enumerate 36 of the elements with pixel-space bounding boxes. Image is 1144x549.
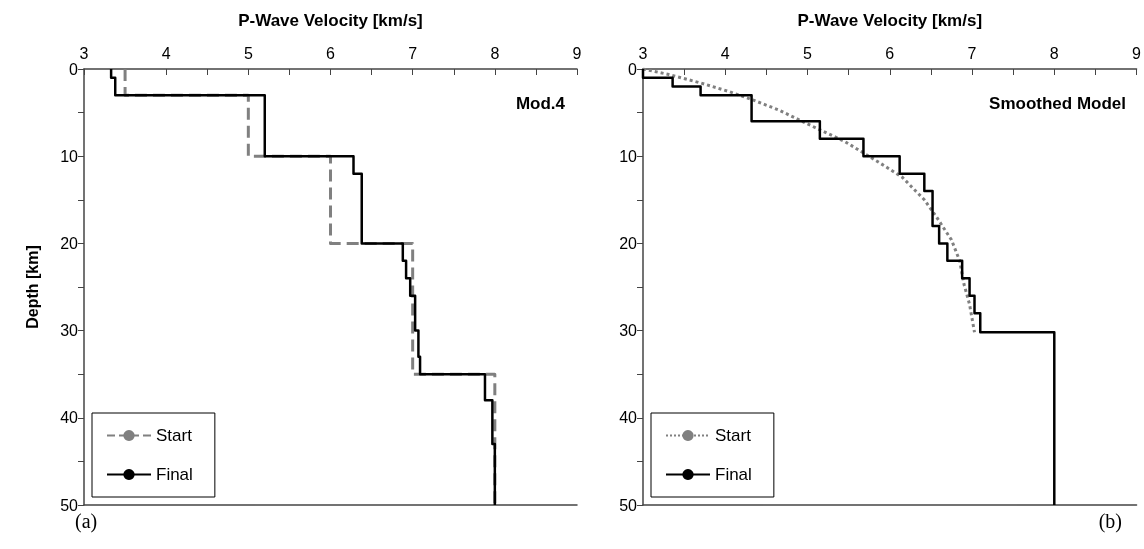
y-tick-label: 0 <box>69 60 79 78</box>
legend-label: Start <box>156 426 193 445</box>
y-tick-label: 30 <box>619 322 638 340</box>
x-tick-label: 6 <box>885 44 895 62</box>
x-tick-label: 3 <box>79 44 89 62</box>
x-tick-label: 4 <box>161 44 171 62</box>
y-tick-label: 20 <box>619 234 638 252</box>
x-tick-label: 8 <box>490 44 500 62</box>
legend-label: Final <box>715 465 752 484</box>
text: (b) <box>1098 510 1123 533</box>
y-tick-label: 40 <box>60 409 79 427</box>
annotation: Mod.4 <box>515 94 566 113</box>
y-tick-label: 10 <box>60 147 79 165</box>
x-axis-title: P-Wave Velocity [km/s] <box>238 11 423 30</box>
y-tick-label: 50 <box>619 496 638 514</box>
y-tick-label: 10 <box>619 147 638 165</box>
line-series <box>641 67 976 334</box>
x-tick-label: 7 <box>967 44 977 62</box>
x-tick-label: 4 <box>720 44 730 62</box>
x-tick-label: 7 <box>408 44 418 62</box>
y-tick-label: 0 <box>628 60 638 78</box>
x-tick-label: 8 <box>1049 44 1059 62</box>
x-tick-label: 5 <box>243 44 253 62</box>
y-tick-label: 30 <box>60 322 79 340</box>
x-tick-label: 9 <box>1132 44 1142 62</box>
y-tick-label: 20 <box>60 234 79 252</box>
legend-label: Final <box>156 465 193 484</box>
legend-label: Start <box>715 426 752 445</box>
x-tick-label: 9 <box>572 44 582 62</box>
x-tick-label: 6 <box>326 44 336 62</box>
x-tick-label: 3 <box>638 44 648 62</box>
y-tick-label: 40 <box>619 409 638 427</box>
annotation: Smoothed Model <box>989 94 1127 113</box>
y-axis-title: Depth [km] <box>23 245 41 329</box>
x-axis-title: P-Wave Velocity [km/s] <box>797 11 983 30</box>
x-tick-label: 5 <box>803 44 813 62</box>
